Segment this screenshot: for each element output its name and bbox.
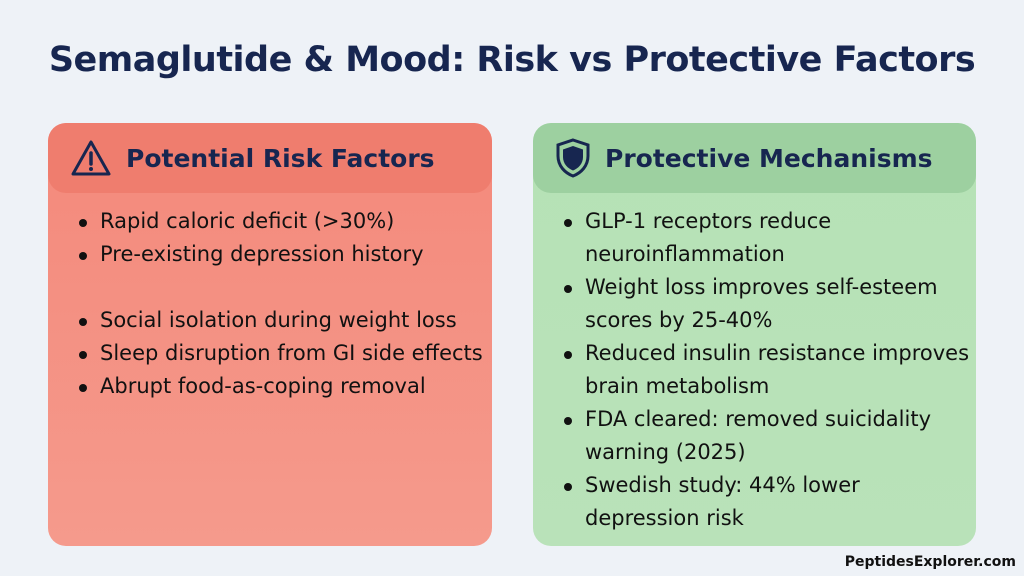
shield-icon	[556, 138, 590, 178]
risk-factors-card: Potential Risk Factors Rapid caloric def…	[48, 123, 492, 546]
protective-card-header: Protective Mechanisms	[533, 123, 976, 193]
list-item: Pre-existing depression history	[76, 238, 492, 271]
risk-card-heading: Potential Risk Factors	[126, 143, 435, 173]
list-item: Rapid caloric deficit (>30%)	[76, 205, 492, 238]
list-item: GLP-1 receptors reduce neuroinflammation	[561, 205, 976, 271]
list-item: FDA cleared: removed suicidality warning…	[561, 403, 976, 469]
list-item: Swedish study: 44% lower depression risk	[561, 469, 976, 535]
protective-card-heading: Protective Mechanisms	[605, 143, 933, 173]
list-item: Weight loss improves self-esteem scores …	[561, 271, 976, 337]
list-item: Reduced insulin resistance improves brai…	[561, 337, 976, 403]
list-item: Social isolation during weight loss	[76, 304, 492, 337]
brand-watermark: PeptidesExplorer.com	[844, 554, 1016, 570]
warning-icon	[71, 140, 111, 176]
risk-list: Rapid caloric deficit (>30%) Pre-existin…	[48, 193, 492, 403]
protective-mechanisms-card: Protective Mechanisms GLP-1 receptors re…	[533, 123, 976, 546]
list-item: Sleep disruption from GI side effects	[76, 337, 492, 370]
list-item: Abrupt food-as-coping removal	[76, 370, 492, 403]
page-title: Semaglutide & Mood: Risk vs Protective F…	[48, 40, 976, 80]
risk-card-header: Potential Risk Factors	[48, 123, 492, 193]
protective-list: GLP-1 receptors reduce neuroinflammation…	[533, 193, 976, 535]
